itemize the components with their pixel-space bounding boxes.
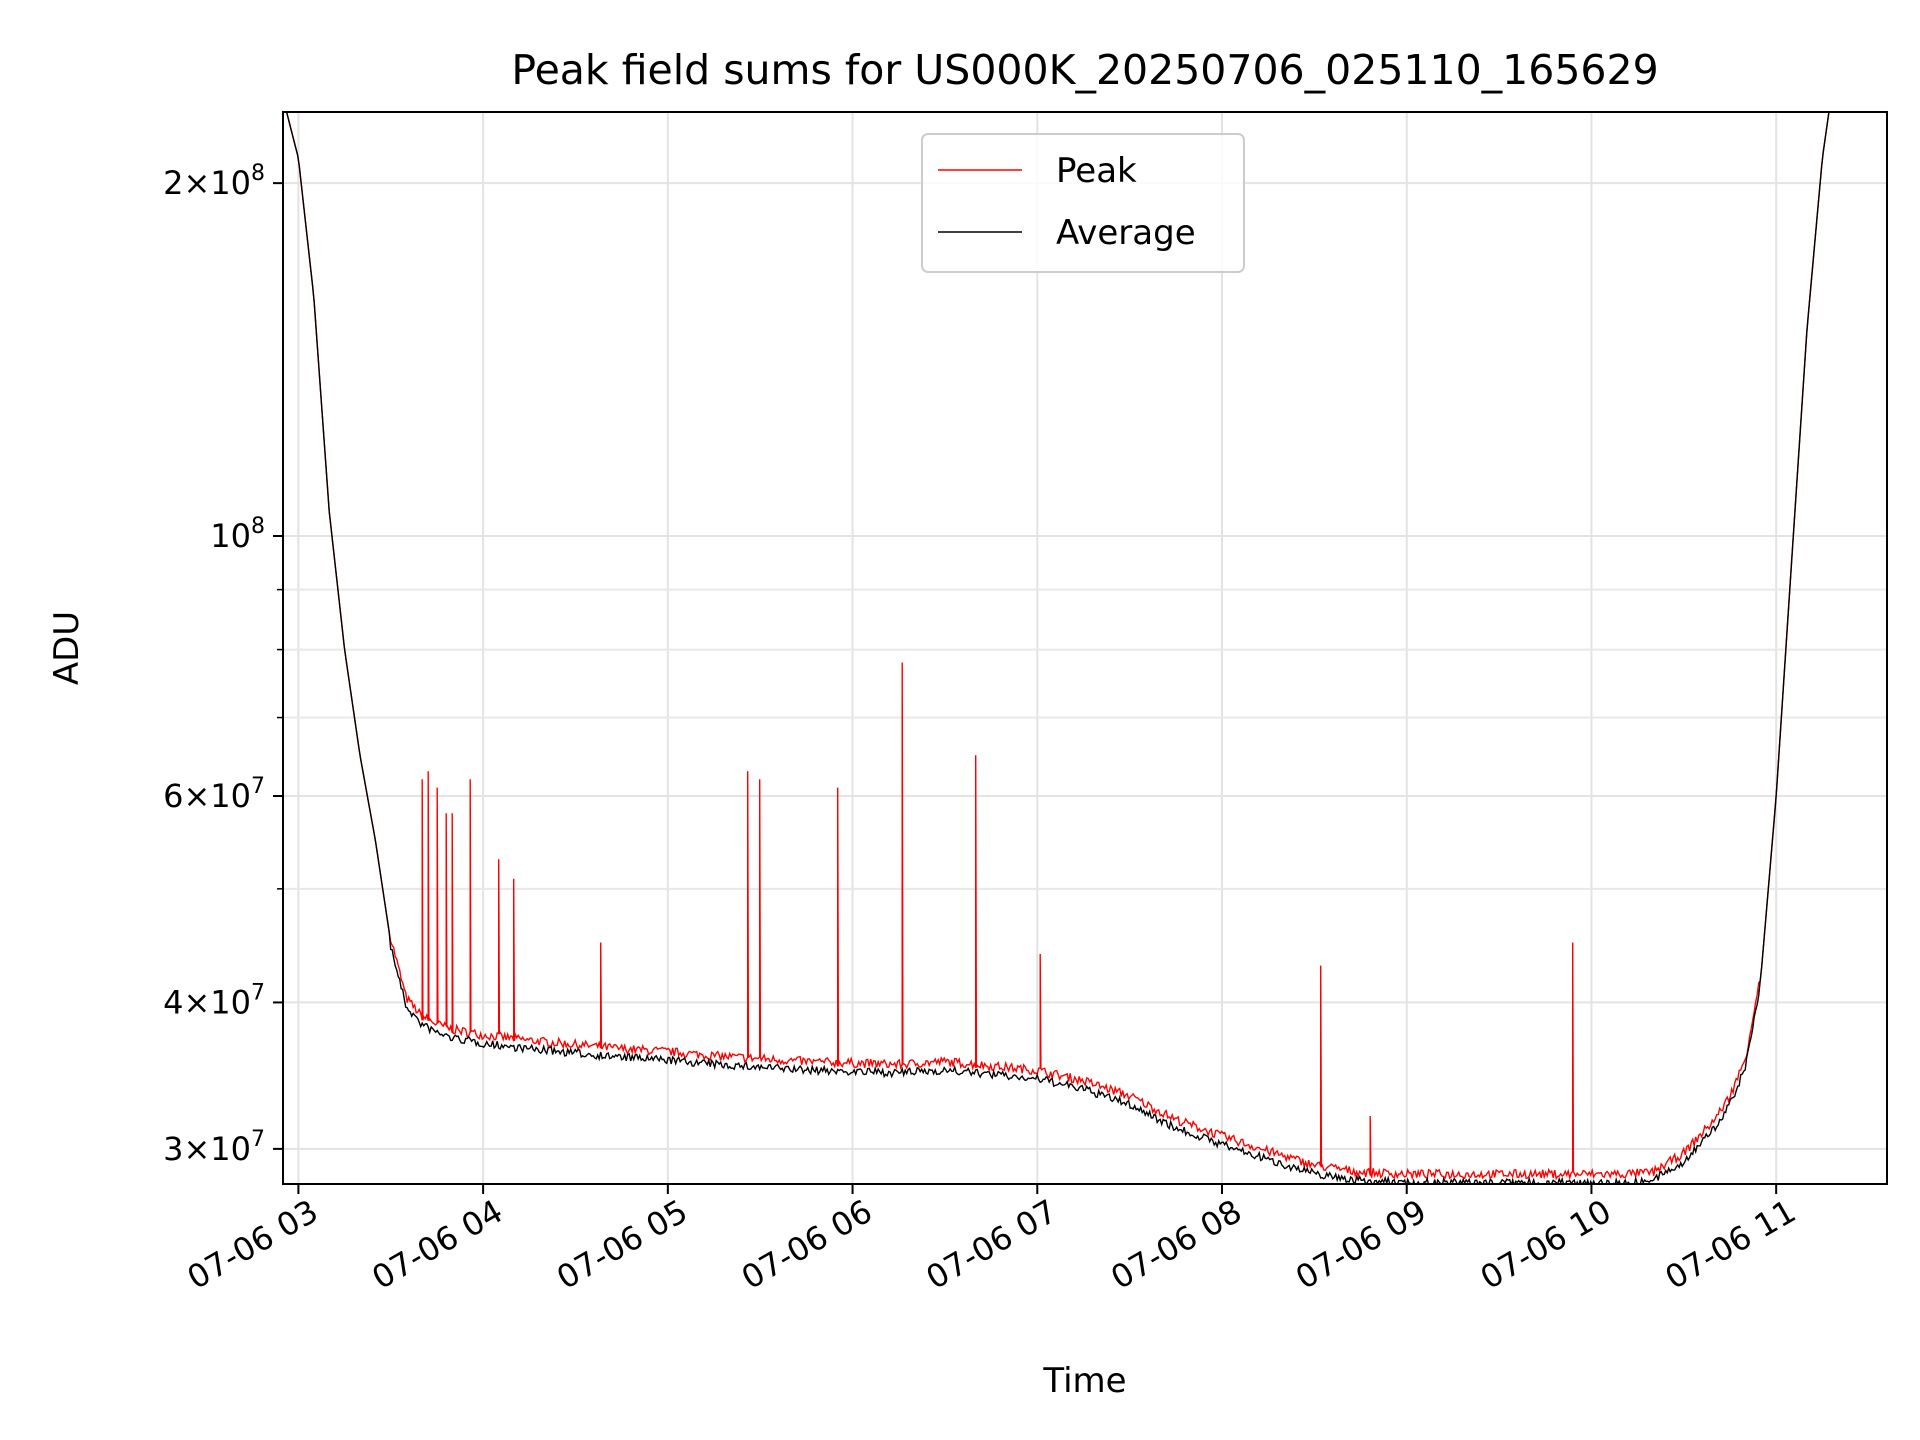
plot-frame xyxy=(282,111,1888,1185)
x-axis-label: Time xyxy=(1042,1361,1126,1401)
y-axis-label: ADU xyxy=(47,611,87,685)
legend: Peak Average xyxy=(921,133,1245,273)
series-layer xyxy=(285,112,1830,1184)
y-tick-label: 3×107 xyxy=(163,1127,265,1168)
legend-label-peak: Peak xyxy=(1056,151,1137,191)
legend-box xyxy=(921,133,1245,273)
legend-label-average: Average xyxy=(1056,213,1196,253)
chart-title: Peak field sums for US000K_20250706_0251… xyxy=(511,46,1658,94)
y-tick-label: 4×107 xyxy=(163,980,265,1021)
y-tick-label: 6×107 xyxy=(163,774,265,815)
series-average-line xyxy=(285,112,1830,1184)
series-peak-line xyxy=(285,112,1830,1181)
y-tick-label: 108 xyxy=(210,514,265,555)
grid xyxy=(283,112,1887,1184)
y-tick-label: 2×108 xyxy=(163,161,265,202)
